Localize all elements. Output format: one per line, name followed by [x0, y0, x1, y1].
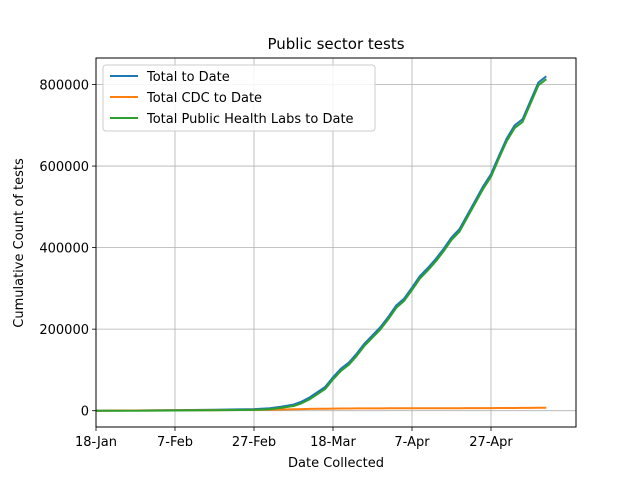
x-tick-label: 27-Feb — [232, 435, 276, 450]
legend-label-2: Total Public Health Labs to Date — [146, 112, 354, 127]
x-tick-label: 27-Apr — [469, 435, 513, 450]
y-tick-label: 600000 — [39, 160, 89, 175]
series-group — [95, 75, 547, 412]
y-tick-label: 200000 — [39, 323, 89, 338]
legend-label-1: Total CDC to Date — [146, 91, 262, 106]
y-ticks: 0 200000 400000 600000 800000 — [39, 79, 96, 420]
plot-frame — [95, 57, 577, 428]
x-axis-label: Date Collected — [288, 456, 384, 471]
x-tick-label: 7-Feb — [157, 435, 193, 450]
y-tick-label: 0 — [81, 405, 89, 420]
x-ticks: 18-Jan 7-Feb 27-Feb 18-Mar 7-Apr 27-Apr — [75, 427, 513, 450]
y-tick-label: 400000 — [39, 242, 89, 257]
legend-label-0: Total to Date — [146, 70, 230, 85]
legend-box — [102, 64, 376, 132]
series-line-1 — [95, 406, 547, 412]
chart-title: Public sector tests — [267, 35, 404, 53]
series-line-0 — [95, 75, 547, 412]
x-tick-label: 18-Jan — [75, 435, 117, 450]
y-axis-label: Cumulative Count of tests — [12, 158, 27, 328]
x-tick-label: 7-Apr — [394, 435, 430, 450]
series-line-2 — [96, 78, 547, 412]
x-tick-label: 18-Mar — [310, 435, 356, 450]
y-tick-label: 800000 — [39, 79, 89, 94]
legend: Total to Date Total CDC to Date Total Publ… — [102, 64, 376, 132]
